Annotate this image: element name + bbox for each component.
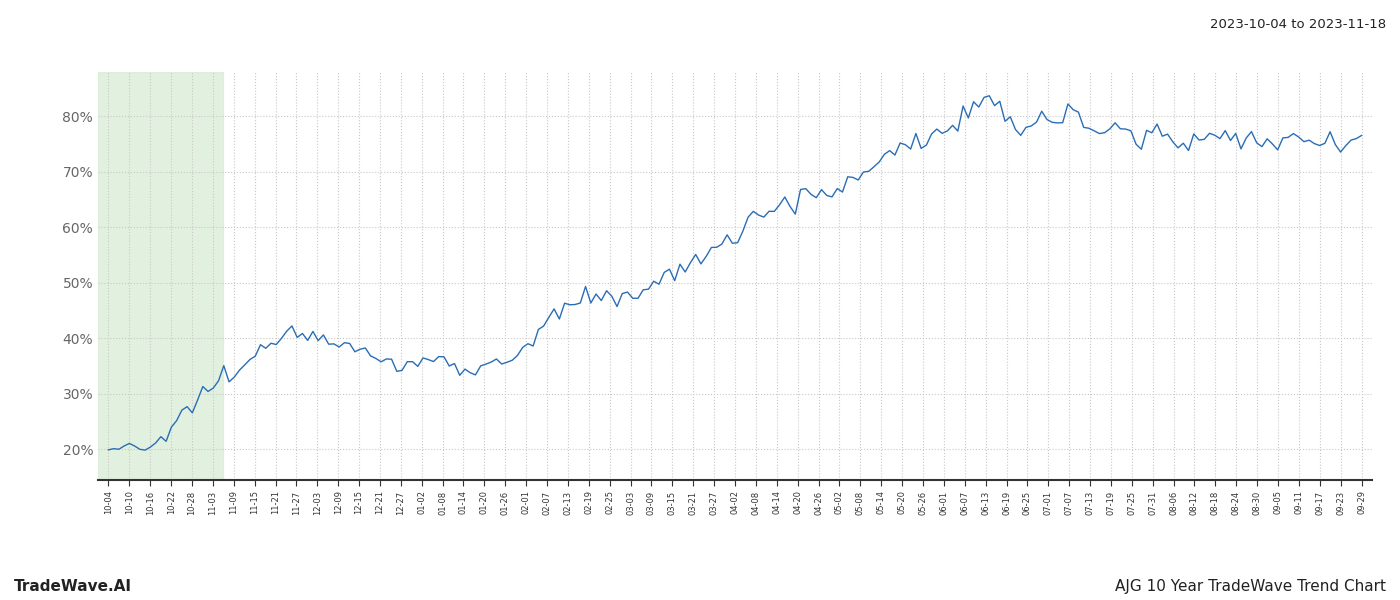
Text: AJG 10 Year TradeWave Trend Chart: AJG 10 Year TradeWave Trend Chart	[1114, 579, 1386, 594]
Text: 2023-10-04 to 2023-11-18: 2023-10-04 to 2023-11-18	[1210, 18, 1386, 31]
Text: TradeWave.AI: TradeWave.AI	[14, 579, 132, 594]
Bar	[98, 72, 224, 480]
